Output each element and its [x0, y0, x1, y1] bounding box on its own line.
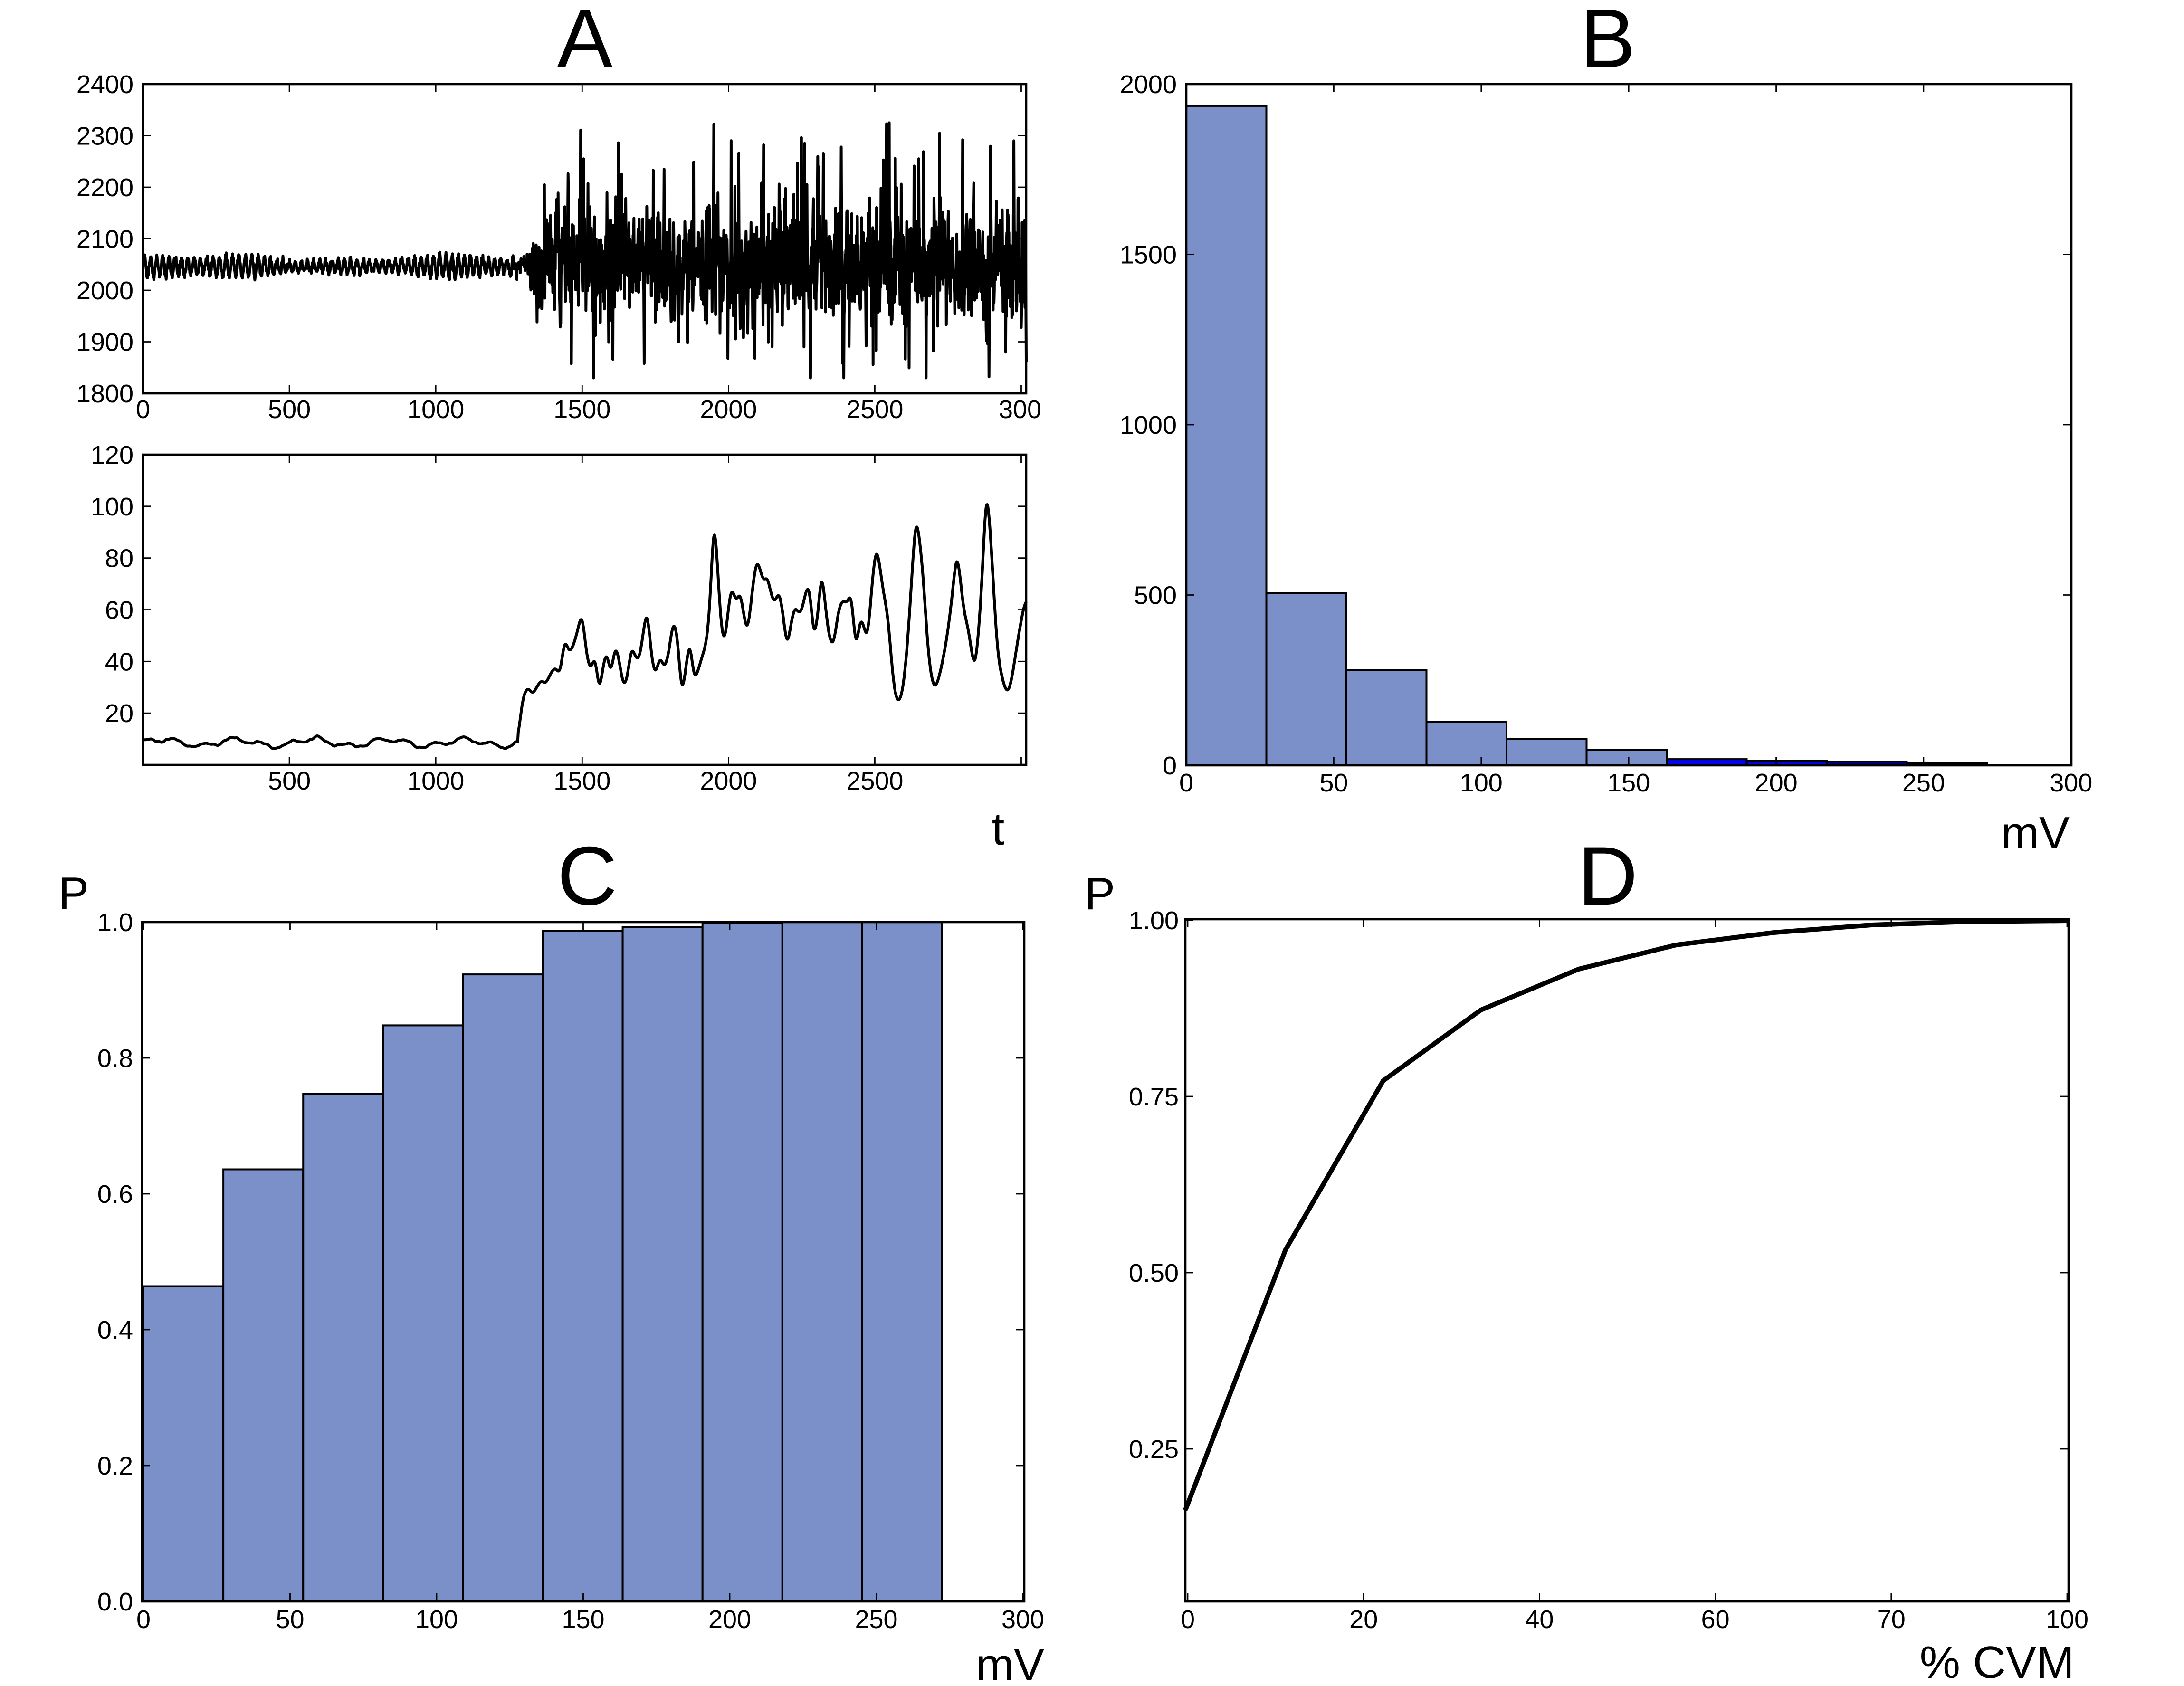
svg-text:C: C [557, 830, 617, 923]
svg-text:300: 300 [1001, 1605, 1044, 1634]
svg-text:40: 40 [105, 648, 134, 676]
svg-text:300: 300 [999, 395, 1041, 424]
svg-text:0.4: 0.4 [97, 1316, 133, 1344]
svg-text:250: 250 [1902, 769, 1945, 797]
svg-text:2000: 2000 [76, 276, 134, 305]
svg-text:D: D [1578, 830, 1638, 923]
svg-text:2000: 2000 [1120, 70, 1177, 99]
svg-text:2500: 2500 [846, 767, 903, 795]
svg-text:2300: 2300 [76, 122, 134, 151]
svg-text:1900: 1900 [76, 328, 134, 357]
svg-text:40: 40 [1525, 1605, 1554, 1634]
svg-text:2400: 2400 [76, 70, 134, 99]
svg-text:t: t [992, 804, 1005, 855]
svg-text:20: 20 [105, 699, 134, 728]
svg-text:B: B [1580, 0, 1636, 85]
svg-text:1.00: 1.00 [1129, 906, 1179, 935]
svg-text:1.0: 1.0 [97, 908, 133, 937]
svg-text:A: A [557, 0, 613, 85]
svg-text:2000: 2000 [700, 767, 757, 795]
svg-text:0.0: 0.0 [97, 1588, 133, 1616]
svg-text:500: 500 [268, 395, 311, 424]
svg-text:20: 20 [1349, 1605, 1378, 1634]
svg-text:1500: 1500 [553, 395, 610, 424]
svg-text:mV: mV [976, 1639, 1044, 1686]
svg-text:0.75: 0.75 [1129, 1083, 1179, 1111]
svg-text:500: 500 [268, 767, 311, 795]
svg-text:150: 150 [562, 1605, 604, 1634]
svg-text:1800: 1800 [76, 380, 134, 408]
svg-text:60: 60 [105, 596, 134, 625]
svg-text:120: 120 [91, 441, 134, 469]
svg-text:2500: 2500 [846, 395, 903, 424]
svg-text:50: 50 [276, 1605, 304, 1634]
svg-text:P: P [1085, 868, 1115, 919]
svg-text:2100: 2100 [76, 225, 134, 254]
svg-text:80: 80 [105, 544, 134, 573]
svg-text:200: 200 [1755, 769, 1798, 797]
svg-text:500: 500 [1134, 581, 1177, 610]
svg-text:0.8: 0.8 [97, 1044, 133, 1073]
svg-text:0.25: 0.25 [1129, 1435, 1179, 1464]
svg-text:100: 100 [2046, 1605, 2089, 1634]
svg-text:100: 100 [1460, 769, 1503, 797]
svg-text:0: 0 [1179, 769, 1193, 797]
svg-text:0: 0 [1163, 752, 1177, 780]
svg-text:1000: 1000 [407, 395, 464, 424]
svg-text:P: P [58, 868, 89, 919]
svg-text:0.6: 0.6 [97, 1180, 133, 1209]
svg-text:2000: 2000 [700, 395, 757, 424]
svg-text:150: 150 [1607, 769, 1650, 797]
svg-text:300: 300 [2050, 769, 2092, 797]
svg-text:1500: 1500 [1120, 241, 1177, 269]
svg-text:% CVM: % CVM [1920, 1637, 2074, 1686]
svg-text:0: 0 [1181, 1605, 1195, 1634]
svg-text:1000: 1000 [407, 767, 464, 795]
svg-text:0: 0 [136, 1605, 151, 1634]
svg-text:70: 70 [1877, 1605, 1906, 1634]
svg-text:1000: 1000 [1120, 411, 1177, 439]
svg-text:60: 60 [1701, 1605, 1730, 1634]
svg-text:0.50: 0.50 [1129, 1259, 1179, 1287]
svg-text:250: 250 [855, 1605, 897, 1634]
svg-text:50: 50 [1319, 769, 1348, 797]
svg-text:0: 0 [136, 395, 150, 424]
svg-text:200: 200 [708, 1605, 751, 1634]
svg-text:100: 100 [415, 1605, 458, 1634]
svg-text:100: 100 [91, 493, 134, 521]
svg-text:2200: 2200 [76, 173, 134, 202]
svg-text:0.2: 0.2 [97, 1452, 133, 1480]
svg-text:1500: 1500 [553, 767, 610, 795]
svg-text:mV: mV [2001, 808, 2070, 858]
